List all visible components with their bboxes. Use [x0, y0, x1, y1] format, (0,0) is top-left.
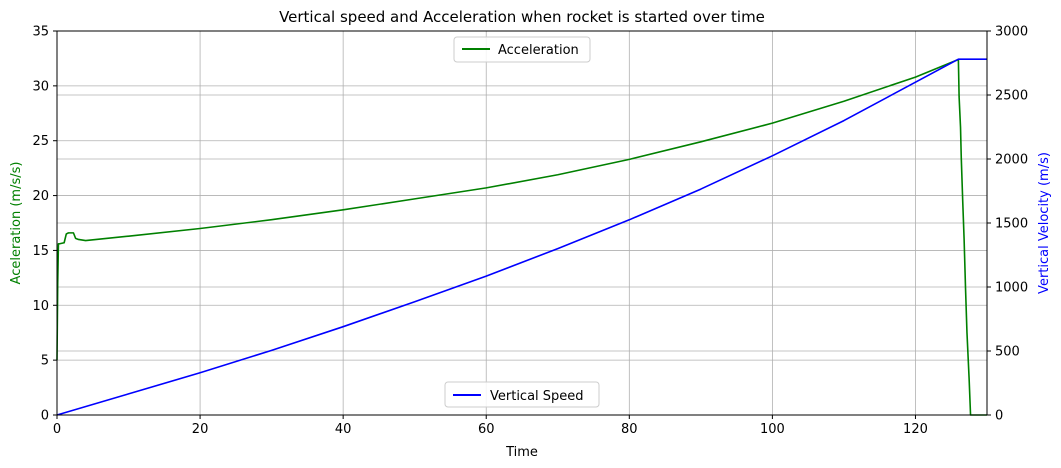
y-right-tick-label: 2500 — [995, 89, 1028, 104]
legend-vertical-speed-label: Vertical Speed — [490, 389, 584, 404]
x-tick-label: 120 — [903, 422, 928, 437]
y-left-tick-label: 5 — [41, 354, 49, 369]
y-right-tick-label: 2000 — [995, 153, 1028, 168]
y-right-tick-label: 1000 — [995, 281, 1028, 296]
x-axis-label: Time — [505, 445, 538, 460]
y-right-tick-label: 1500 — [995, 217, 1028, 232]
y-right-tick-label: 0 — [995, 409, 1003, 424]
legend-acceleration: Acceleration — [453, 36, 591, 63]
x-tick-label: 20 — [192, 422, 209, 437]
series-line-acceleration — [56, 58, 987, 416]
x-tick-label: 40 — [335, 422, 352, 437]
series-line-vertical-speed — [56, 58, 987, 416]
series-layer — [56, 58, 987, 416]
y-left-tick-label: 15 — [32, 244, 49, 259]
y-left-tick-label: 25 — [32, 134, 49, 149]
chart-title: Vertical speed and Acceleration when roc… — [279, 8, 765, 26]
y-left-tick-label: 10 — [32, 299, 49, 314]
y-axis-left: 0 5 10 15 20 25 30 35 — [32, 25, 57, 424]
x-axis: 0 20 40 60 80 100 120 — [53, 415, 928, 437]
y-left-tick-label: 35 — [32, 25, 49, 40]
y-axis-left-label: Aceleration (m/s/s) — [9, 162, 24, 285]
legend-vertical-speed: Vertical Speed — [444, 381, 600, 408]
x-tick-label: 80 — [621, 422, 638, 437]
y-left-tick-label: 20 — [32, 189, 49, 204]
grid-lines — [56, 30, 987, 416]
y-right-tick-label: 500 — [995, 345, 1020, 360]
legend-acceleration-label: Acceleration — [498, 43, 579, 58]
x-tick-label: 100 — [760, 422, 785, 437]
y-left-tick-label: 30 — [32, 79, 49, 94]
y-left-tick-label: 0 — [41, 409, 49, 424]
y-axis-right: 0 500 1000 1500 2000 2500 3000 — [987, 25, 1028, 424]
x-tick-label: 60 — [478, 422, 495, 437]
y-axis-right-label: Vertical Velocity (m/s) — [1037, 152, 1052, 294]
x-tick-label: 0 — [53, 422, 61, 437]
y-right-tick-label: 3000 — [995, 25, 1028, 40]
